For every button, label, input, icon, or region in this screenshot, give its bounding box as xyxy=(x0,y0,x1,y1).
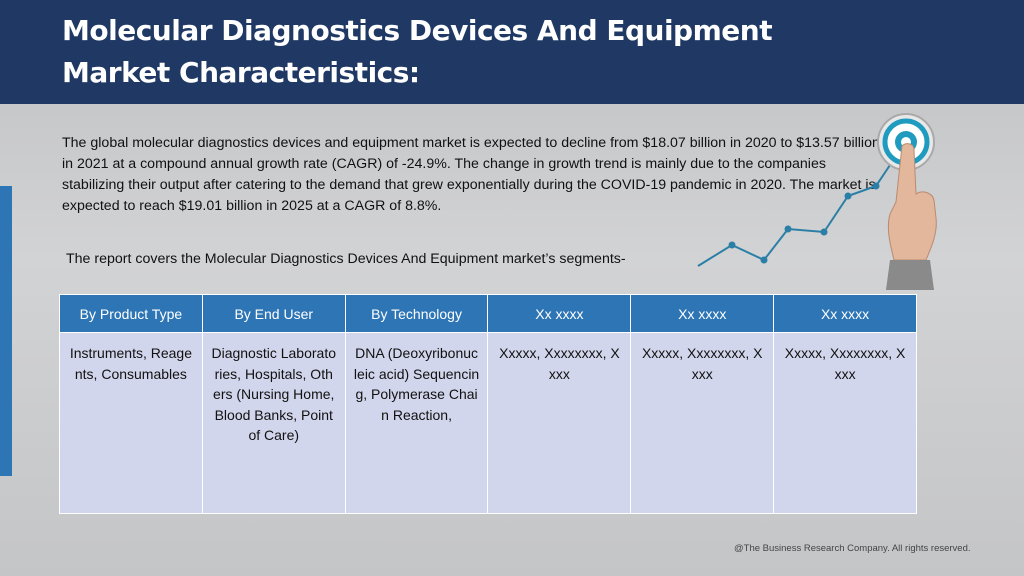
table-header-cell: By End User xyxy=(201,294,346,333)
table-header-cell: Xx xxxx xyxy=(630,294,775,333)
table-header-cell: By Product Type xyxy=(59,294,203,333)
segments-intro: The report covers the Molecular Diagnost… xyxy=(66,251,626,267)
title-banner: Molecular Diagnostics Devices And Equipm… xyxy=(0,0,1024,104)
copyright-footer: @The Business Research Company. All righ… xyxy=(734,543,971,554)
table-header-cell: By Technology xyxy=(344,294,489,333)
table-cell: DNA (Deoxyribonucleic acid) Sequencing, … xyxy=(344,332,489,514)
accent-bar xyxy=(0,186,12,476)
table-cell: Xxxxx, Xxxxxxxx, Xxxx xyxy=(487,332,632,514)
page-title: Molecular Diagnostics Devices And Equipm… xyxy=(62,14,773,89)
segments-table: By Product Type By End User By Technolog… xyxy=(59,294,917,514)
table-header-cell: Xx xxxx xyxy=(773,294,917,333)
table-cell: Xxxxx, Xxxxxxxx, Xxxx xyxy=(630,332,775,514)
growth-line-icon xyxy=(697,164,891,267)
table-row: Instruments, Reagents, Consumables Diagn… xyxy=(59,332,917,514)
table-cell: Instruments, Reagents, Consumables xyxy=(59,332,203,514)
growth-graphic xyxy=(697,113,937,290)
pointing-hand-icon xyxy=(886,143,937,290)
table-cell: Diagnostic Laboratories, Hospitals, Othe… xyxy=(201,332,346,514)
table-cell: Xxxxx, Xxxxxxxx, Xxxx xyxy=(773,332,917,514)
market-summary-paragraph: The global molecular diagnostics devices… xyxy=(62,135,880,214)
table-header-cell: Xx xxxx xyxy=(487,294,632,333)
